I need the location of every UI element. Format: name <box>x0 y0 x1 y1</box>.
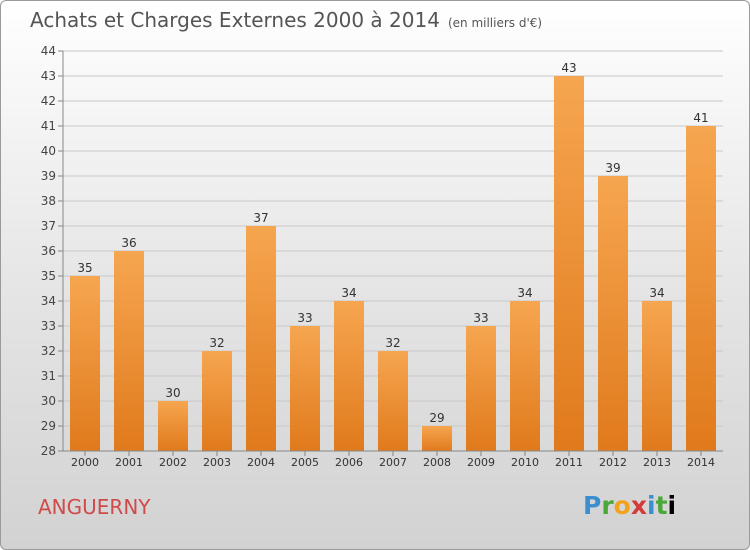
x-tick-label: 2003 <box>203 456 231 469</box>
x-tick-label: 2005 <box>291 456 319 469</box>
y-tick-label: 29 <box>41 419 56 433</box>
x-tick-label: 2007 <box>379 456 407 469</box>
y-tick-label: 40 <box>41 144 56 158</box>
bar <box>554 76 584 451</box>
data-label: 34 <box>517 286 532 300</box>
data-label: 43 <box>561 61 576 75</box>
x-tick-label: 2013 <box>643 456 671 469</box>
data-label: 33 <box>473 311 488 325</box>
y-tick-label: 31 <box>41 369 56 383</box>
x-tick-label: 2006 <box>335 456 363 469</box>
y-tick-label: 44 <box>41 44 56 58</box>
x-tick-label: 2009 <box>467 456 495 469</box>
chart-unit: (en milliers d'€) <box>447 16 543 30</box>
x-tick-label: 2012 <box>599 456 627 469</box>
bar <box>422 426 452 451</box>
logo-letter: t <box>655 491 668 520</box>
y-tick-label: 33 <box>41 319 56 333</box>
y-tick-label: 30 <box>41 394 56 408</box>
y-tick-label: 43 <box>41 69 56 83</box>
bar <box>114 251 144 451</box>
y-tick-label: 28 <box>41 444 56 458</box>
chart-title-block: Achats et Charges Externes 2000 à 2014 (e… <box>30 8 542 32</box>
proxiti-logo: Proxiti <box>583 491 676 520</box>
data-label: 33 <box>297 311 312 325</box>
bar <box>686 126 716 451</box>
data-label: 30 <box>165 386 180 400</box>
data-label: 37 <box>253 211 268 225</box>
bar <box>290 326 320 451</box>
data-label: 35 <box>77 261 92 275</box>
bar <box>158 401 188 451</box>
x-axis: 2000 2001 2002 2003 2004 2005 2006 2007 2008 2009… <box>63 450 723 469</box>
y-tick-label: 39 <box>41 169 56 183</box>
data-label: 32 <box>209 336 224 350</box>
y-tick-label: 42 <box>41 94 56 108</box>
logo-letter: P <box>583 491 602 520</box>
bar <box>642 301 672 451</box>
y-tick-label: 38 <box>41 194 56 208</box>
bar <box>466 326 496 451</box>
logo-letter: r <box>601 491 614 520</box>
bar <box>70 276 100 451</box>
logo-letter: i <box>647 491 656 520</box>
y-tick-label: 34 <box>41 294 56 308</box>
bar <box>246 226 276 451</box>
bar <box>510 301 540 451</box>
x-tick-label: 2010 <box>511 456 539 469</box>
bar <box>334 301 364 451</box>
commune-name: ANGUERNY <box>38 495 151 519</box>
y-tick-label: 37 <box>41 219 56 233</box>
x-tick-label: 2004 <box>247 456 275 469</box>
x-tick-label: 2008 <box>423 456 451 469</box>
y-tick-label: 35 <box>41 269 56 283</box>
data-label: 41 <box>693 111 708 125</box>
data-label: 34 <box>649 286 664 300</box>
data-label: 29 <box>429 411 444 425</box>
data-label: 34 <box>341 286 356 300</box>
chart-title: Achats et Charges Externes 2000 à 2014 <box>30 8 440 32</box>
x-tick-label: 2000 <box>71 456 99 469</box>
data-label: 36 <box>121 236 136 250</box>
data-label: 39 <box>605 161 620 175</box>
logo-letter: o <box>613 491 631 520</box>
logo-letter: i <box>667 491 677 520</box>
x-tick-label: 2014 <box>687 456 715 469</box>
y-tick-label: 36 <box>41 244 56 258</box>
x-tick-label: 2002 <box>159 456 187 469</box>
data-label: 32 <box>385 336 400 350</box>
bar <box>378 351 408 451</box>
y-tick-label: 32 <box>41 344 56 358</box>
logo-letter: x <box>630 491 647 520</box>
y-tick-label: 41 <box>41 119 56 133</box>
x-tick-label: 2001 <box>115 456 143 469</box>
bar <box>202 351 232 451</box>
bars: 35 36 30 32 37 33 34 32 29 33 34 43 39 34 41 <box>70 61 716 451</box>
bar <box>598 176 628 451</box>
x-tick-label: 2011 <box>555 456 583 469</box>
y-axis: 28 29 30 31 32 33 34 35 36 37 38 39 40 41 42 43 44 <box>41 44 64 458</box>
